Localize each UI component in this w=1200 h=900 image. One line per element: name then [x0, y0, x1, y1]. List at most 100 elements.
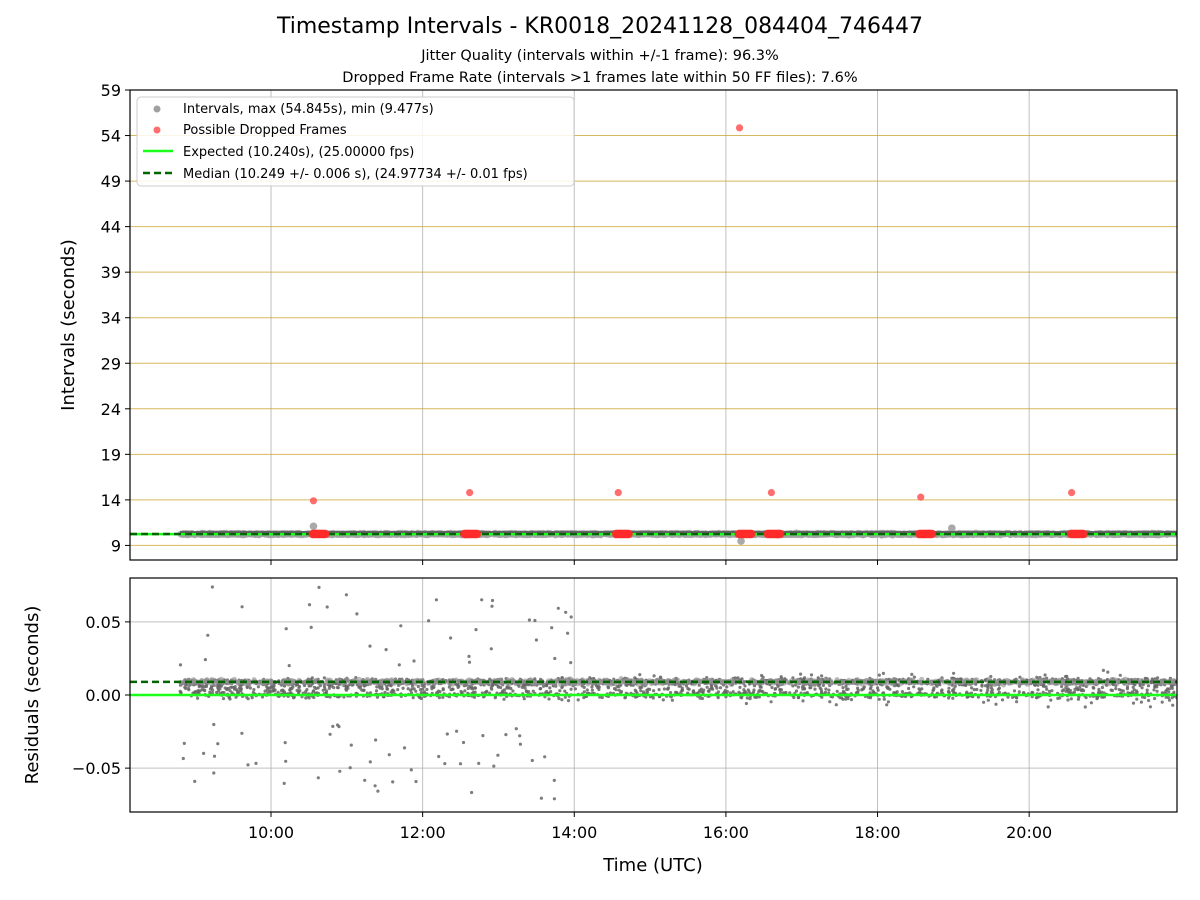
- residual-point: [527, 690, 531, 694]
- residual-point: [1164, 695, 1168, 699]
- residual-point: [805, 691, 809, 695]
- residual-outlier-point: [467, 660, 472, 664]
- residual-outlier-point: [374, 738, 378, 742]
- residual-point: [639, 689, 643, 693]
- residual-outlier-point: [490, 604, 494, 608]
- intervals-y-tick-label: 14: [101, 491, 121, 510]
- residual-point: [396, 688, 400, 692]
- residual-point: [931, 689, 935, 693]
- residual-outlier-point: [203, 658, 207, 662]
- residual-point: [557, 696, 561, 701]
- residual-outlier-point: [206, 633, 210, 637]
- residual-point: [325, 689, 329, 693]
- legend: Intervals, max (54.845s), min (9.477s) P…: [136, 96, 575, 187]
- residual-outlier-point: [504, 733, 508, 737]
- residual-point: [391, 688, 395, 692]
- residual-point: [705, 685, 709, 689]
- residual-point: [438, 690, 442, 694]
- residual-point: [265, 685, 269, 689]
- dropped-frame-point: [1079, 529, 1088, 539]
- residual-point: [882, 697, 886, 701]
- residual-point: [938, 683, 942, 687]
- residual-point: [612, 687, 617, 691]
- residual-point: [473, 690, 477, 694]
- residual-point: [538, 687, 542, 691]
- residual-outlier-point: [550, 626, 554, 630]
- residual-point: [228, 697, 232, 701]
- residual-point: [947, 686, 951, 690]
- residual-point: [573, 687, 578, 691]
- residual-point: [294, 683, 298, 687]
- residual-point: [661, 698, 665, 702]
- residual-point: [597, 685, 601, 689]
- residual-point: [952, 671, 956, 675]
- residual-point: [619, 690, 624, 694]
- residual-point: [669, 691, 673, 695]
- legend-box: [136, 96, 575, 187]
- residual-point: [1110, 688, 1114, 693]
- residuals-data: [130, 585, 1177, 801]
- legend-median-label: Median (10.249 +/- 0.006 s), (24.97734 +…: [183, 167, 528, 182]
- residual-point: [1156, 676, 1160, 680]
- intervals-y-tick-label: 54: [101, 127, 121, 146]
- residual-outlier-point: [397, 663, 401, 667]
- residual-outlier-point: [373, 784, 377, 788]
- residual-point: [321, 688, 325, 692]
- residual-outlier-point: [317, 585, 321, 590]
- residual-point: [838, 696, 842, 700]
- residual-outlier-point: [240, 731, 244, 735]
- intervals-y-tick-label: 39: [101, 263, 121, 282]
- residual-point: [358, 686, 362, 690]
- residual-point: [975, 687, 979, 692]
- residual-point: [566, 699, 571, 703]
- residual-point: [1139, 700, 1143, 704]
- residual-point: [1050, 689, 1054, 693]
- residual-outlier-point: [530, 758, 534, 763]
- residual-point: [1080, 688, 1084, 692]
- residual-point: [759, 689, 764, 693]
- residual-point: [563, 695, 567, 699]
- residual-outlier-point: [543, 755, 547, 759]
- residual-point: [820, 674, 824, 678]
- residual-outlier-point: [384, 648, 388, 652]
- residual-point: [662, 687, 667, 691]
- dropped-frame-point: [917, 493, 925, 501]
- residual-point: [692, 690, 696, 694]
- residual-outlier-point: [193, 779, 197, 784]
- residual-dense-point: [312, 678, 318, 685]
- residual-point: [638, 673, 642, 677]
- residual-point: [743, 690, 747, 694]
- residual-point: [823, 690, 828, 694]
- residual-outlier-point: [254, 761, 258, 766]
- residual-point: [466, 686, 470, 691]
- residual-point: [265, 687, 269, 692]
- residual-point: [1166, 696, 1171, 700]
- residual-point: [855, 690, 859, 695]
- residual-outlier-point: [368, 644, 372, 648]
- residual-point: [385, 684, 389, 689]
- residual-point: [1101, 668, 1105, 673]
- residual-point: [646, 690, 650, 695]
- residual-point: [794, 689, 799, 693]
- residual-point: [307, 684, 311, 688]
- residual-point: [1106, 670, 1110, 674]
- residual-point: [881, 671, 886, 676]
- legend-dropped-marker: [153, 126, 161, 134]
- residual-point: [770, 685, 774, 690]
- residual-point: [288, 688, 292, 692]
- residual-point: [697, 683, 701, 687]
- residual-point: [1012, 689, 1017, 693]
- residual-outlier-point: [566, 631, 570, 635]
- residual-point: [907, 686, 911, 691]
- residual-outlier-point: [496, 753, 500, 757]
- residual-outlier-point: [376, 789, 380, 793]
- residual-point: [788, 691, 792, 695]
- residual-point: [490, 684, 494, 688]
- legend-dropped-label: Possible Dropped Frames: [183, 123, 347, 138]
- residual-point: [186, 686, 191, 690]
- residual-point: [230, 685, 234, 689]
- residual-point: [779, 688, 784, 692]
- residual-point: [1036, 688, 1040, 692]
- residual-point: [745, 696, 749, 700]
- dropped-frame-point: [927, 529, 937, 539]
